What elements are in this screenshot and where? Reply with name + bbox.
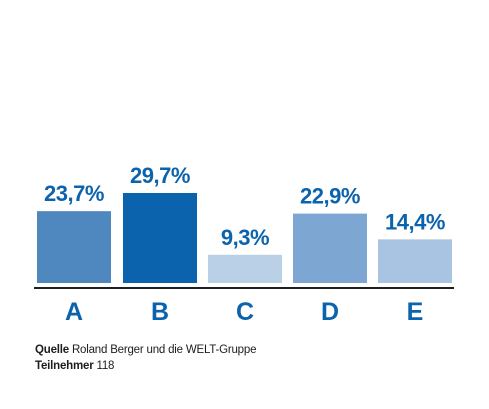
category-label-c: C (236, 298, 254, 326)
value-label-d: 22,9% (300, 184, 360, 209)
category-label-b: B (151, 298, 169, 326)
bar-d (293, 213, 367, 283)
source-value: Roland Berger und die WELT-Gruppe (71, 344, 257, 356)
category-label-d: D (321, 298, 339, 326)
participants-note: Teilnehmer 118 (35, 360, 114, 372)
category-label-e: E (407, 298, 424, 326)
source-note: Quelle Roland Berger und die WELT-Gruppe (35, 344, 256, 356)
source-key: Quelle (35, 344, 69, 356)
value-label-e: 14,4% (385, 209, 445, 234)
value-label-c: 9,3% (221, 225, 269, 250)
value-labels-group: 23,7% 29,7% 9,3% 22,9% 14,4% (44, 163, 445, 250)
value-label-b: 29,7% (130, 163, 190, 188)
category-labels-group: A B C D E (65, 298, 423, 326)
bar-c (208, 254, 282, 283)
participants-value: 118 (96, 360, 115, 372)
bars-group (37, 193, 452, 283)
bar-b (123, 193, 197, 283)
value-label-a: 23,7% (44, 181, 104, 206)
participants-key: Teilnehmer (35, 360, 94, 372)
category-label-a: A (65, 298, 83, 326)
bar-e (378, 239, 452, 283)
bar-a (37, 211, 111, 283)
